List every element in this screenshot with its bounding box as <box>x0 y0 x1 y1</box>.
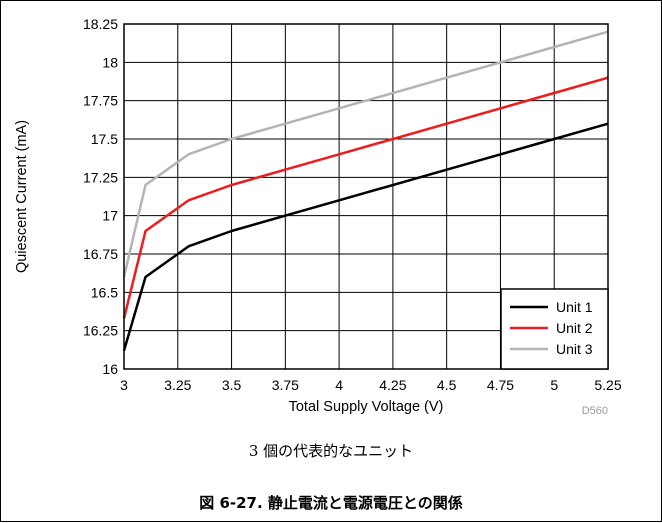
y-tick-label: 17.5 <box>91 131 118 147</box>
y-tick-label: 18 <box>102 54 118 70</box>
y-tick-label: 17 <box>102 208 118 224</box>
y-tick-label: 16.5 <box>91 284 118 300</box>
chart-subcaption: 3 個の代表的なユニット <box>248 442 414 460</box>
series-line <box>122 30 609 278</box>
y-tick-label: 16 <box>102 361 118 377</box>
legend: Unit 1 Unit 2 Unit 3 <box>500 288 609 370</box>
x-tick-labels: 3 3.25 3.5 3.75 4 4.25 4.5 4.75 5 5.25 <box>120 377 622 393</box>
y-tick-label: 18.25 <box>83 16 118 32</box>
y-tick-label: 17.25 <box>83 169 118 185</box>
legend-label: Unit 1 <box>556 299 593 315</box>
chart: 3 3.25 3.5 3.75 4 4.25 4.5 4.75 5 5.25 16 16.25 16.… <box>14 16 622 417</box>
figure-code: D560 <box>582 405 608 417</box>
x-tick-label: 3.75 <box>272 377 299 393</box>
y-tick-label: 16.25 <box>83 323 118 339</box>
plot-border <box>123 23 609 370</box>
x-tick-label: 3.25 <box>164 377 191 393</box>
x-tick-label: 5 <box>550 377 558 393</box>
x-tick-label: 4 <box>335 377 343 393</box>
y-tick-label: 17.75 <box>83 93 118 109</box>
x-axis-label: Total Supply Voltage (V) <box>289 399 444 415</box>
x-tick-label: 3 <box>120 377 128 393</box>
x-tick-label: 4.75 <box>487 377 514 393</box>
x-tick-label: 4.25 <box>379 377 406 393</box>
legend-label: Unit 3 <box>556 341 593 357</box>
y-tick-labels: 16 16.25 16.5 16.75 17 17.25 17.5 17.75 18 18.25 <box>83 16 118 377</box>
series-line <box>122 122 609 351</box>
top-border <box>0 0 662 1</box>
legend-label: Unit 2 <box>556 320 593 336</box>
y-axis-label: Quiescent Current (mA) <box>14 120 30 273</box>
series-line <box>122 76 609 319</box>
x-tick-label: 3.5 <box>222 377 242 393</box>
y-tick-label: 16.75 <box>83 246 118 262</box>
series-lines <box>122 30 609 351</box>
x-tick-label: 5.25 <box>594 377 621 393</box>
figure-caption: 図 6-27. 静止電流と電源電圧との関係 <box>199 494 463 512</box>
x-tick-label: 4.5 <box>437 377 457 393</box>
